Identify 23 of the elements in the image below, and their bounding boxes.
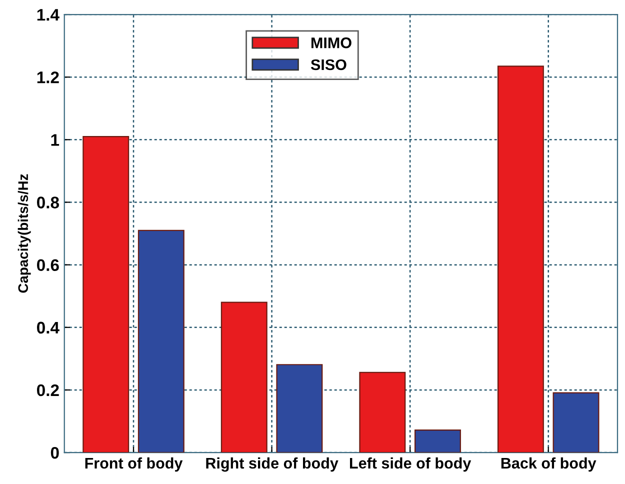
y-tick-label: 1: [51, 134, 60, 146]
y-tick-label: 0.2: [37, 384, 59, 396]
x-tick-label: Back of body: [501, 457, 596, 472]
y-tick-label: 0.6: [37, 259, 59, 272]
bar: [497, 66, 544, 453]
bar: [359, 372, 406, 453]
y-tick-label: 1.2: [37, 71, 59, 84]
bar: [552, 392, 600, 453]
y-axis-title: Capacity(bits/s/Hz: [18, 174, 31, 293]
y-tick-label: 0.8: [37, 196, 60, 208]
legend-label: MIMO: [311, 37, 352, 48]
y-tick-label: 0.4: [37, 322, 60, 334]
y-tick-label: 0: [50, 446, 59, 459]
y-tick-label: 1.4: [37, 9, 60, 21]
x-tick-label: Left side of body: [350, 457, 472, 472]
legend-label: SISO: [310, 59, 346, 70]
bar: [82, 136, 130, 453]
x-tick-label: Front of body: [85, 457, 183, 472]
x-tick-label: Right side of body: [206, 457, 338, 472]
bar: [276, 364, 323, 453]
bar: [220, 302, 268, 453]
bar: [414, 429, 461, 453]
bar: [138, 230, 184, 453]
